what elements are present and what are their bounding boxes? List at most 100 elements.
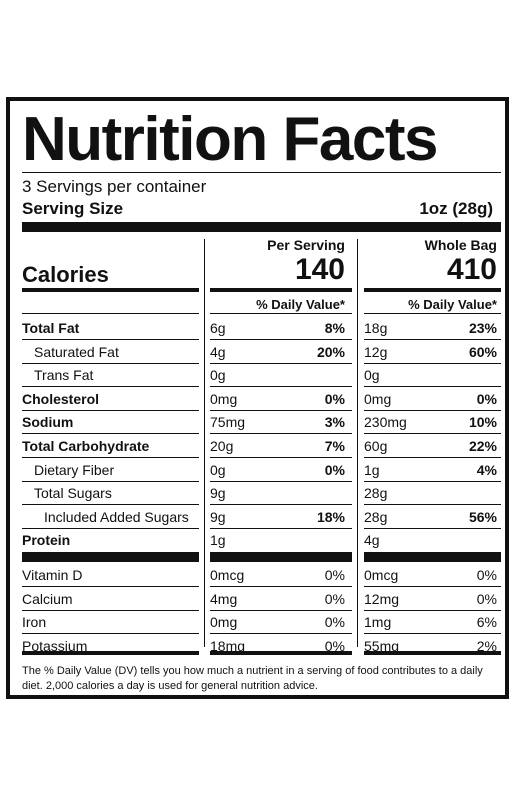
vitamin-bag-amount: 55mg: [364, 637, 400, 654]
protein-thick-rule-1: [22, 552, 199, 562]
vitamin-row-rule-2: [210, 609, 352, 611]
bag-amount: 4g: [364, 532, 380, 549]
vitamin-serving-amount: 0mg: [210, 614, 238, 631]
vitamin-row-rule-1: [22, 586, 199, 587]
nutrient-name: Sodium: [22, 414, 74, 431]
serving-size-thick-rule: [22, 222, 501, 232]
calories-thick-rule-serving: [210, 288, 352, 292]
vitamin-row-rule-1: [22, 633, 199, 635]
column-divider-left: [204, 239, 205, 647]
vitamin-serving-daily-value: 0%: [324, 590, 345, 607]
serving-amount: 6g: [210, 320, 226, 336]
bag-amount: 230mg: [364, 414, 407, 431]
vitamin-bag-amount: 0mcg: [364, 567, 399, 583]
serving-size-value: 1oz (28g): [419, 199, 493, 218]
nutrient-row-rule-2: [210, 457, 352, 458]
per-serving-calories: 140: [294, 253, 345, 286]
nutrient-row-rule-2: [210, 527, 352, 529]
nutrient-row-rule-3: [364, 362, 501, 364]
nutrient-row-rule-3: [364, 527, 501, 529]
title-rule: [22, 172, 501, 173]
nutrient-name: Cholesterol: [22, 390, 100, 407]
nutrient-name: Dietary Fiber: [34, 461, 115, 478]
serving-daily-value: 8%: [324, 320, 345, 336]
vitamin-bag-daily-value: 0%: [476, 590, 497, 607]
label-title: Nutrition Facts: [22, 105, 438, 174]
nutrient-row-rule-2: [210, 362, 352, 364]
nutrient-row-rule-1: [22, 504, 199, 506]
nutrient-name: Total Carbohydrate: [22, 438, 150, 454]
serving-amount: 9g: [210, 508, 226, 525]
dv-header-rule-2: [210, 313, 352, 314]
vitamin-serving-daily-value: 0%: [324, 637, 345, 654]
vitamin-serving-daily-value: 0%: [324, 567, 345, 583]
nutrient-row-rule-2: [210, 433, 352, 435]
nutrient-row-rule-3: [364, 457, 501, 458]
bag-daily-value: 4%: [476, 461, 497, 478]
nutrient-name: Included Added Sugars: [44, 508, 189, 525]
nutrient-row-rule-1: [22, 339, 199, 340]
nutrient-row-rule-1: [22, 386, 199, 388]
serving-daily-value: 18%: [316, 508, 345, 525]
bag-daily-value: 0%: [476, 390, 497, 407]
nutrient-row-rule-3: [364, 504, 501, 506]
protein-thick-rule-3: [364, 552, 501, 562]
vitamin-bag-daily-value: 6%: [476, 614, 497, 631]
nutrient-name: Trans Fat: [34, 367, 94, 384]
calories-label: Calories: [22, 262, 109, 287]
serving-daily-value: 3%: [324, 414, 345, 431]
nutrient-row-rule-3: [364, 433, 501, 435]
serving-daily-value: 7%: [324, 438, 345, 454]
bag-daily-value: 22%: [468, 438, 497, 454]
footnote: The % Daily Value (DV) tells you how muc…: [22, 665, 483, 692]
serving-amount: 0g: [210, 461, 226, 478]
bag-daily-value: 56%: [468, 508, 497, 525]
serving-amount: 0g: [210, 367, 226, 384]
serving-amount: 20g: [210, 438, 234, 454]
bag-amount: 12g: [364, 343, 388, 360]
vitamin-row-rule-3: [364, 633, 501, 635]
vitamin-row-rule-3: [364, 586, 501, 587]
nutrient-row-rule-3: [364, 480, 501, 482]
nutrient-row-rule-3: [364, 409, 501, 411]
calories-thick-rule-label: [22, 288, 199, 292]
protein-thick-rule-2: [210, 552, 352, 562]
nutrient-row-rule-3: [364, 386, 501, 388]
vitamin-row-rule-2: [210, 633, 352, 635]
vitamin-bag-daily-value: 2%: [476, 637, 497, 654]
serving-amount: 9g: [210, 485, 226, 502]
vitamin-name: Potassium: [22, 637, 88, 654]
vitamin-bag-amount: 12mg: [364, 590, 400, 607]
vitamin-name: Calcium: [22, 590, 73, 607]
column-divider-right: [357, 239, 358, 647]
bag-amount: 28g: [364, 508, 388, 525]
serving-amount: 75mg: [210, 414, 246, 431]
bag-amount: 18g: [364, 320, 388, 336]
vitamin-serving-amount: 4mg: [210, 590, 238, 607]
footnote-rule-1: [22, 651, 199, 655]
serving-daily-value: 0%: [324, 390, 345, 407]
bag-amount: 0mg: [364, 390, 392, 407]
vitamin-bag-daily-value: 0%: [476, 567, 497, 583]
dv-header-bag: % Daily Value*: [408, 297, 497, 312]
nutrient-row-rule-1: [22, 527, 199, 529]
footnote-rule-2: [210, 651, 352, 655]
nutrient-row-rule-1: [22, 480, 199, 482]
footnote-rule-3: [364, 651, 501, 655]
serving-daily-value: 0%: [324, 461, 345, 478]
bag-amount: 1g: [364, 461, 380, 478]
nutrient-row-rule-2: [210, 339, 352, 340]
dv-header-serving: % Daily Value*: [256, 297, 345, 312]
nutrient-row-rule-1: [22, 457, 199, 458]
nutrient-row-rule-1: [22, 433, 199, 435]
nutrient-name: Total Fat: [22, 320, 80, 336]
per-serving-header: Per Serving: [267, 237, 345, 253]
calories-thick-rule-bag: [364, 288, 501, 292]
bag-amount: 60g: [364, 438, 388, 454]
dv-header-rule-3: [364, 313, 501, 314]
bag-daily-value: 60%: [468, 343, 497, 360]
nutrient-row-rule-1: [22, 409, 199, 411]
serving-amount: 0mg: [210, 390, 238, 407]
serving-amount: 1g: [210, 532, 226, 549]
vitamin-serving-amount: 0mcg: [210, 567, 245, 583]
